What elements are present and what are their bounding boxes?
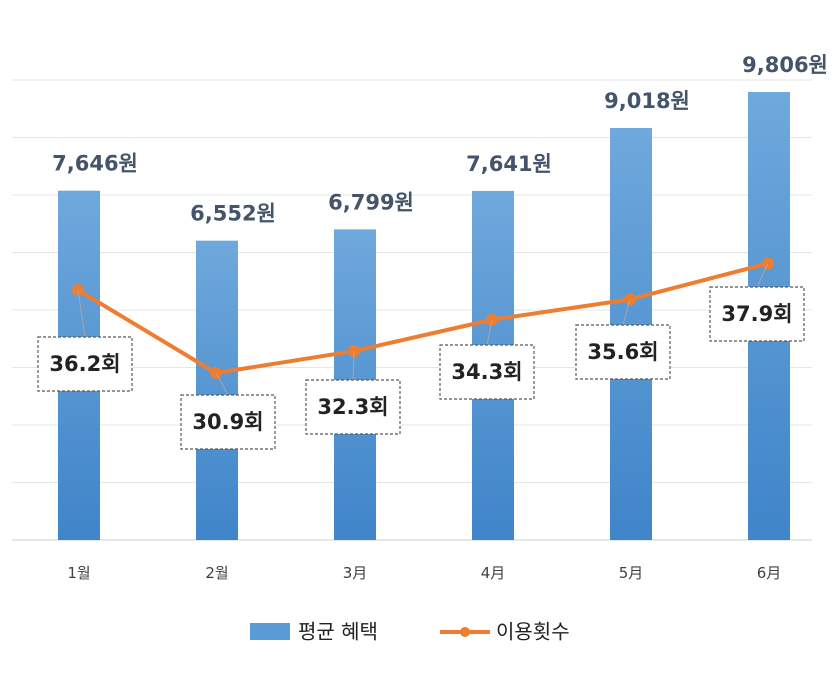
label-leader-line — [756, 263, 769, 288]
usage-value-labels: 36.2회 30.9회 32.3회 34.3회 35.6회 37.9회 — [37, 263, 805, 450]
x-tick-label: 5月 — [619, 564, 644, 582]
usage-label-box — [180, 394, 276, 450]
usage-label-box — [709, 286, 805, 342]
label-leader-line — [622, 299, 631, 326]
legend: 평균 혜택 이용횟수 — [250, 620, 570, 644]
label-leader-line — [215, 372, 229, 396]
usage-label-box — [37, 336, 133, 392]
bars — [58, 92, 790, 541]
x-tick-label: 1월 — [67, 564, 90, 582]
x-tick-label: 3月 — [343, 564, 368, 582]
usage-line — [76, 261, 769, 375]
x-tick-label: 6月 — [757, 564, 782, 582]
bar-value-label: 7,646원 — [52, 152, 138, 176]
bar-value-label: 7,641원 — [466, 152, 552, 176]
usage-value-label: 35.6회 — [587, 340, 658, 364]
bar-value-label: 6,799원 — [328, 190, 414, 214]
usage-value-label: 34.3회 — [451, 360, 522, 384]
legend-item-usage: 이용횟수 — [440, 620, 570, 644]
legend-label-benefit: 평균 혜택 — [298, 620, 378, 644]
gridlines — [12, 79, 812, 541]
x-tick-label: 4月 — [481, 564, 506, 582]
legend-line-marker — [460, 627, 470, 637]
bar-value-labels: 7,646원 6,552원 6,799원 7,641원 9,018원 9,806원 — [52, 53, 828, 226]
usage-value-label: 32.3회 — [317, 395, 388, 419]
usage-value-label: 36.2회 — [49, 352, 120, 376]
usage-value-label: 37.9회 — [721, 302, 792, 326]
bar-value-label: 9,806원 — [742, 53, 828, 77]
legend-bar-swatch — [250, 623, 290, 640]
usage-label-box — [305, 379, 401, 435]
label-leader-line — [77, 289, 86, 338]
label-leader-line — [352, 351, 355, 381]
bar-value-label: 9,018원 — [604, 89, 690, 113]
legend-label-usage: 이용횟수 — [496, 620, 570, 644]
bar-value-label: 6,552원 — [190, 202, 276, 226]
bar — [196, 240, 238, 540]
legend-item-benefit: 평균 혜택 — [250, 620, 378, 644]
x-tick-label: 2월 — [205, 564, 228, 582]
x-axis: 1월 2월 3月 4月 5月 6月 — [67, 564, 781, 582]
usage-value-label: 30.9회 — [192, 410, 263, 434]
label-leader-line — [486, 319, 493, 346]
usage-label-box — [439, 344, 535, 400]
usage-label-box — [575, 324, 671, 380]
